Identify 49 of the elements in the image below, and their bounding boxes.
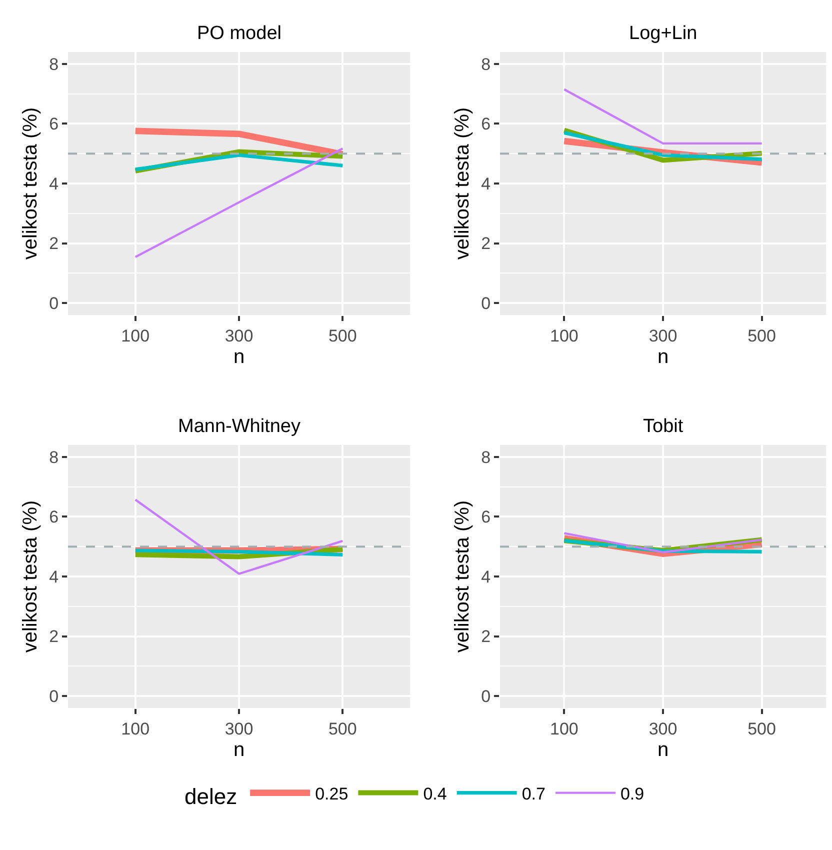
y-axis-title: velikost testa (%) — [20, 500, 42, 653]
legend-label: 0.4 — [423, 784, 447, 804]
y-axis-title: velikost testa (%) — [20, 107, 42, 260]
y-tick-label: 0 — [481, 294, 491, 313]
x-tick-label: 300 — [224, 719, 254, 738]
x-axis-title: n — [657, 738, 669, 761]
x-tick-label: 500 — [748, 719, 776, 738]
y-tick-label: 8 — [49, 54, 59, 74]
y-tick-label: 8 — [481, 54, 491, 74]
legend-title: delez — [184, 784, 238, 809]
x-axis-title: n — [657, 346, 669, 368]
x-tick-label: 100 — [121, 719, 150, 738]
legend-label: 0.7 — [522, 784, 546, 804]
y-tick-label: 6 — [49, 508, 59, 527]
x-tick-label: 300 — [648, 719, 678, 738]
y-tick-label: 4 — [481, 174, 491, 194]
y-tick-label: 0 — [481, 687, 491, 706]
chart-title: PO model — [197, 23, 282, 44]
y-tick-label: 0 — [49, 687, 59, 706]
y-tick-label: 4 — [49, 174, 59, 194]
x-tick-label: 500 — [328, 719, 357, 738]
x-tick-label: 100 — [550, 719, 578, 738]
x-tick-label: 100 — [121, 326, 150, 346]
y-tick-label: 6 — [481, 114, 491, 134]
chart-title: Tobit — [643, 416, 684, 437]
y-tick-label: 4 — [49, 567, 59, 586]
x-tick-label: 100 — [550, 326, 578, 346]
y-axis-title: velikost testa (%) — [452, 107, 474, 260]
y-tick-label: 2 — [49, 234, 59, 254]
chart-title: Mann-Whitney — [178, 416, 301, 437]
y-tick-label: 2 — [481, 234, 491, 254]
y-axis-title: velikost testa (%) — [452, 500, 474, 653]
legend-label: 0.25 — [315, 784, 348, 804]
y-tick-label: 0 — [49, 294, 59, 313]
x-tick-label: 500 — [328, 326, 357, 346]
x-tick-label: 300 — [224, 326, 254, 346]
legend-label: 0.9 — [620, 784, 644, 804]
y-tick-label: 8 — [481, 448, 491, 467]
y-tick-label: 4 — [481, 567, 491, 586]
y-tick-label: 8 — [49, 448, 59, 467]
y-tick-label: 6 — [49, 114, 59, 134]
x-axis-title: n — [233, 738, 245, 761]
x-tick-label: 300 — [648, 326, 678, 346]
y-tick-label: 2 — [49, 627, 59, 646]
y-tick-label: 2 — [481, 627, 491, 646]
x-axis-title: n — [233, 346, 245, 368]
y-tick-label: 6 — [481, 508, 491, 527]
x-tick-label: 500 — [748, 326, 776, 346]
chart-title: Log+Lin — [629, 23, 698, 44]
